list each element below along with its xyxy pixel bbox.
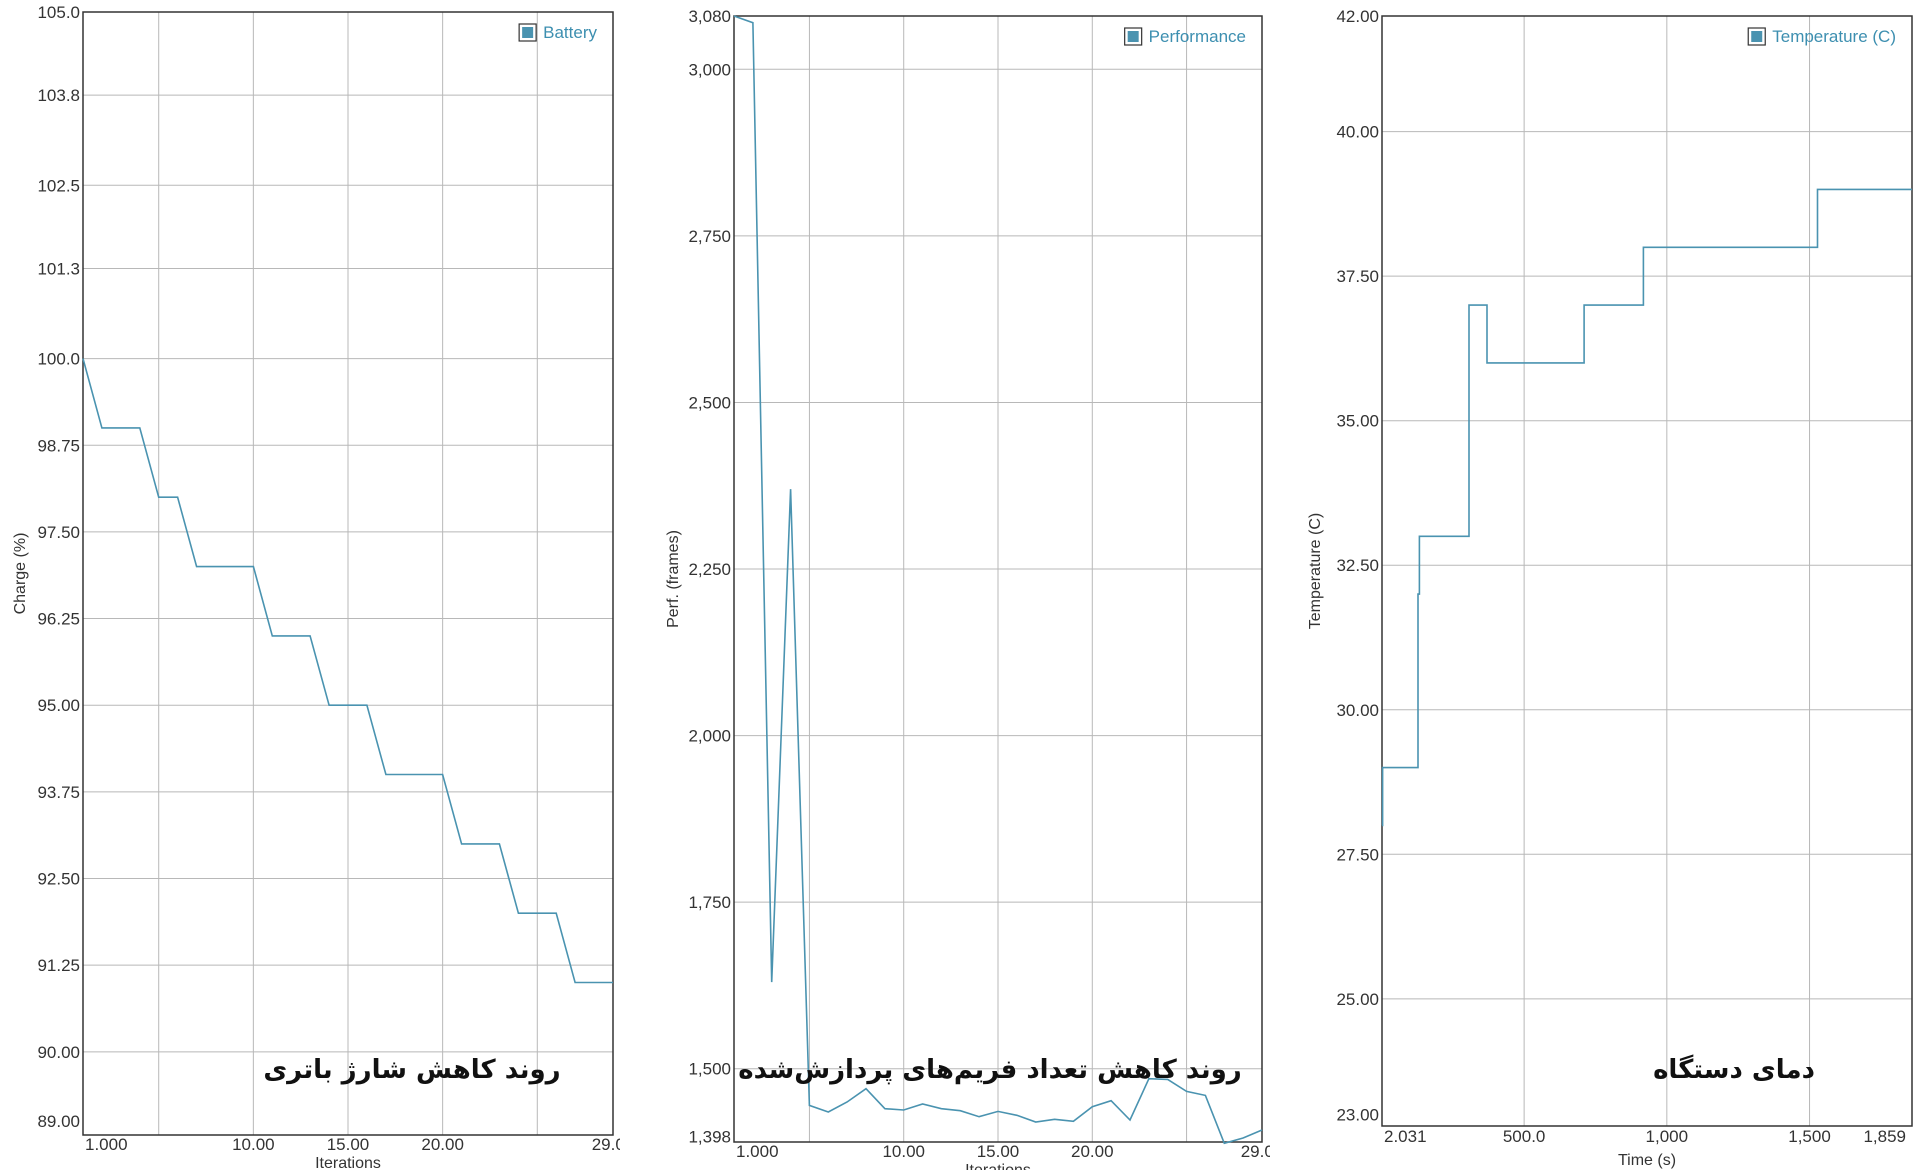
battery-y-tick-label: 103.8 [37,86,80,105]
battery-y-tick-label: 95.00 [37,696,80,715]
performance-y-tick-label: 1,500 [688,1060,731,1079]
temperature-legend: Temperature (C) [1747,27,1896,46]
performance-legend-swatch-fill [1127,31,1139,42]
performance-y-tick-label: 1,398 [688,1128,731,1147]
temperature-y-tick-label: 40.00 [1336,123,1379,142]
battery-y-tick-label: 89.00 [37,1112,80,1131]
battery-x-axis-label: Iterations [315,1155,381,1170]
battery-x-tick-label: 20.00 [421,1135,464,1154]
performance-y-tick-label: 2,500 [688,393,731,412]
performance-chart: 1,398 1,500 1,750 2,000 2,250 2,500 2,750 3,000… [665,7,1270,1170]
temperature-series-line [1381,188,1912,827]
performance-y-tick-label: 3,080 [688,7,731,26]
performance-series-line [733,15,1263,1145]
performance-y-tick-label: 2,750 [688,227,731,246]
temperature-x-tick-label: 1,500 [1788,1127,1831,1146]
performance-annotation: روند کاهش تعداد فریم‌های پردازش‌شده [738,1055,1241,1085]
temperature-y-tick-label: 23.00 [1336,1105,1379,1124]
battery-legend: Battery [518,23,597,42]
performance-x-tick-label: 29.00 [1241,1142,1270,1161]
performance-x-axis-label: Iterations [965,1162,1031,1170]
battery-y-tick-label: 105.0 [37,3,80,22]
temperature-y-axis-label: Temperature (C) [1307,513,1324,629]
temperature-x-tick-label: 1,000 [1646,1127,1689,1146]
temperature-annotation: دمای دستگاه [1653,1054,1815,1085]
battery-y-tick-label: 93.75 [37,783,80,802]
battery-plot-frame [82,11,614,1136]
temperature-chart: 23.00 25.00 27.50 30.00 32.50 35.00 37.50 40.00… [1307,7,1913,1169]
battery-y-tick-label: 92.50 [37,870,80,889]
battery-annotation: روند کاهش شارژ باتری [263,1055,560,1085]
battery-y-tick-label: 91.25 [37,956,80,975]
performance-y-tick-label: 1,750 [688,893,731,912]
temperature-y-tick-label: 35.00 [1336,412,1379,431]
temperature-chart-panel: 23.00 25.00 27.50 30.00 32.50 35.00 37.50 40.00… [1290,0,1920,1170]
battery-y-tick-label: 98.75 [37,436,80,455]
performance-y-tick-label: 3,000 [688,60,731,79]
performance-chart-panel: 1,398 1,500 1,750 2,000 2,250 2,500 2,750 3,000… [650,0,1270,1170]
temperature-x-tick-label: 500.0 [1503,1127,1546,1146]
battery-y-tick-label: 90.00 [37,1043,80,1062]
temperature-x-tick-label: 1,859 [1863,1127,1906,1146]
performance-legend: Performance [1124,27,1246,46]
performance-y-tick-label: 2,250 [688,560,731,579]
temperature-y-tick-label: 32.50 [1336,556,1379,575]
temperature-y-tick-label: 37.50 [1336,267,1379,286]
temperature-y-tick-label: 42.00 [1336,7,1379,26]
temperature-x-axis-label: Time (s) [1618,1152,1676,1169]
battery-y-tick-label: 102.5 [37,176,80,195]
battery-series-line [82,358,613,984]
battery-x-tick-label: 10.00 [232,1135,275,1154]
performance-x-tick-label: 1.000 [736,1142,779,1161]
battery-chart: 89.00 90.00 91.25 92.50 93.75 95.00 96.25 97.50… [12,3,620,1170]
battery-chart-panel: 89.00 90.00 91.25 92.50 93.75 95.00 96.25 97.50… [0,0,620,1170]
temperature-y-tick-label: 25.00 [1336,990,1379,1009]
battery-x-tick-label: 29.00 [592,1135,620,1154]
performance-plot-frame [733,15,1263,1143]
battery-y-axis-label: Charge (%) [12,533,29,615]
performance-x-tick-label: 20.00 [1071,1142,1114,1161]
temperature-legend-swatch-fill [1751,31,1763,42]
battery-y-tick-label: 101.3 [37,259,80,278]
performance-legend-label: Performance [1149,27,1246,46]
temperature-plot-frame [1381,15,1913,1127]
battery-legend-label: Battery [543,23,597,42]
temperature-y-tick-label: 30.00 [1336,701,1379,720]
temperature-x-tick-label: 2.031 [1384,1127,1427,1146]
temperature-y-tick-label: 27.50 [1336,845,1379,864]
performance-x-tick-label: 10.00 [882,1142,925,1161]
battery-legend-swatch-fill [522,27,534,38]
battery-x-tick-label: 1.000 [85,1135,128,1154]
battery-x-tick-label: 15.00 [327,1135,370,1154]
performance-y-axis-label: Perf. (frames) [665,530,682,628]
battery-y-tick-label: 97.50 [37,523,80,542]
battery-y-tick-label: 100.0 [37,350,80,369]
performance-x-tick-label: 15.00 [977,1142,1020,1161]
battery-y-tick-label: 96.25 [37,610,80,629]
temperature-legend-label: Temperature (C) [1772,27,1896,46]
performance-y-tick-label: 2,000 [688,727,731,746]
